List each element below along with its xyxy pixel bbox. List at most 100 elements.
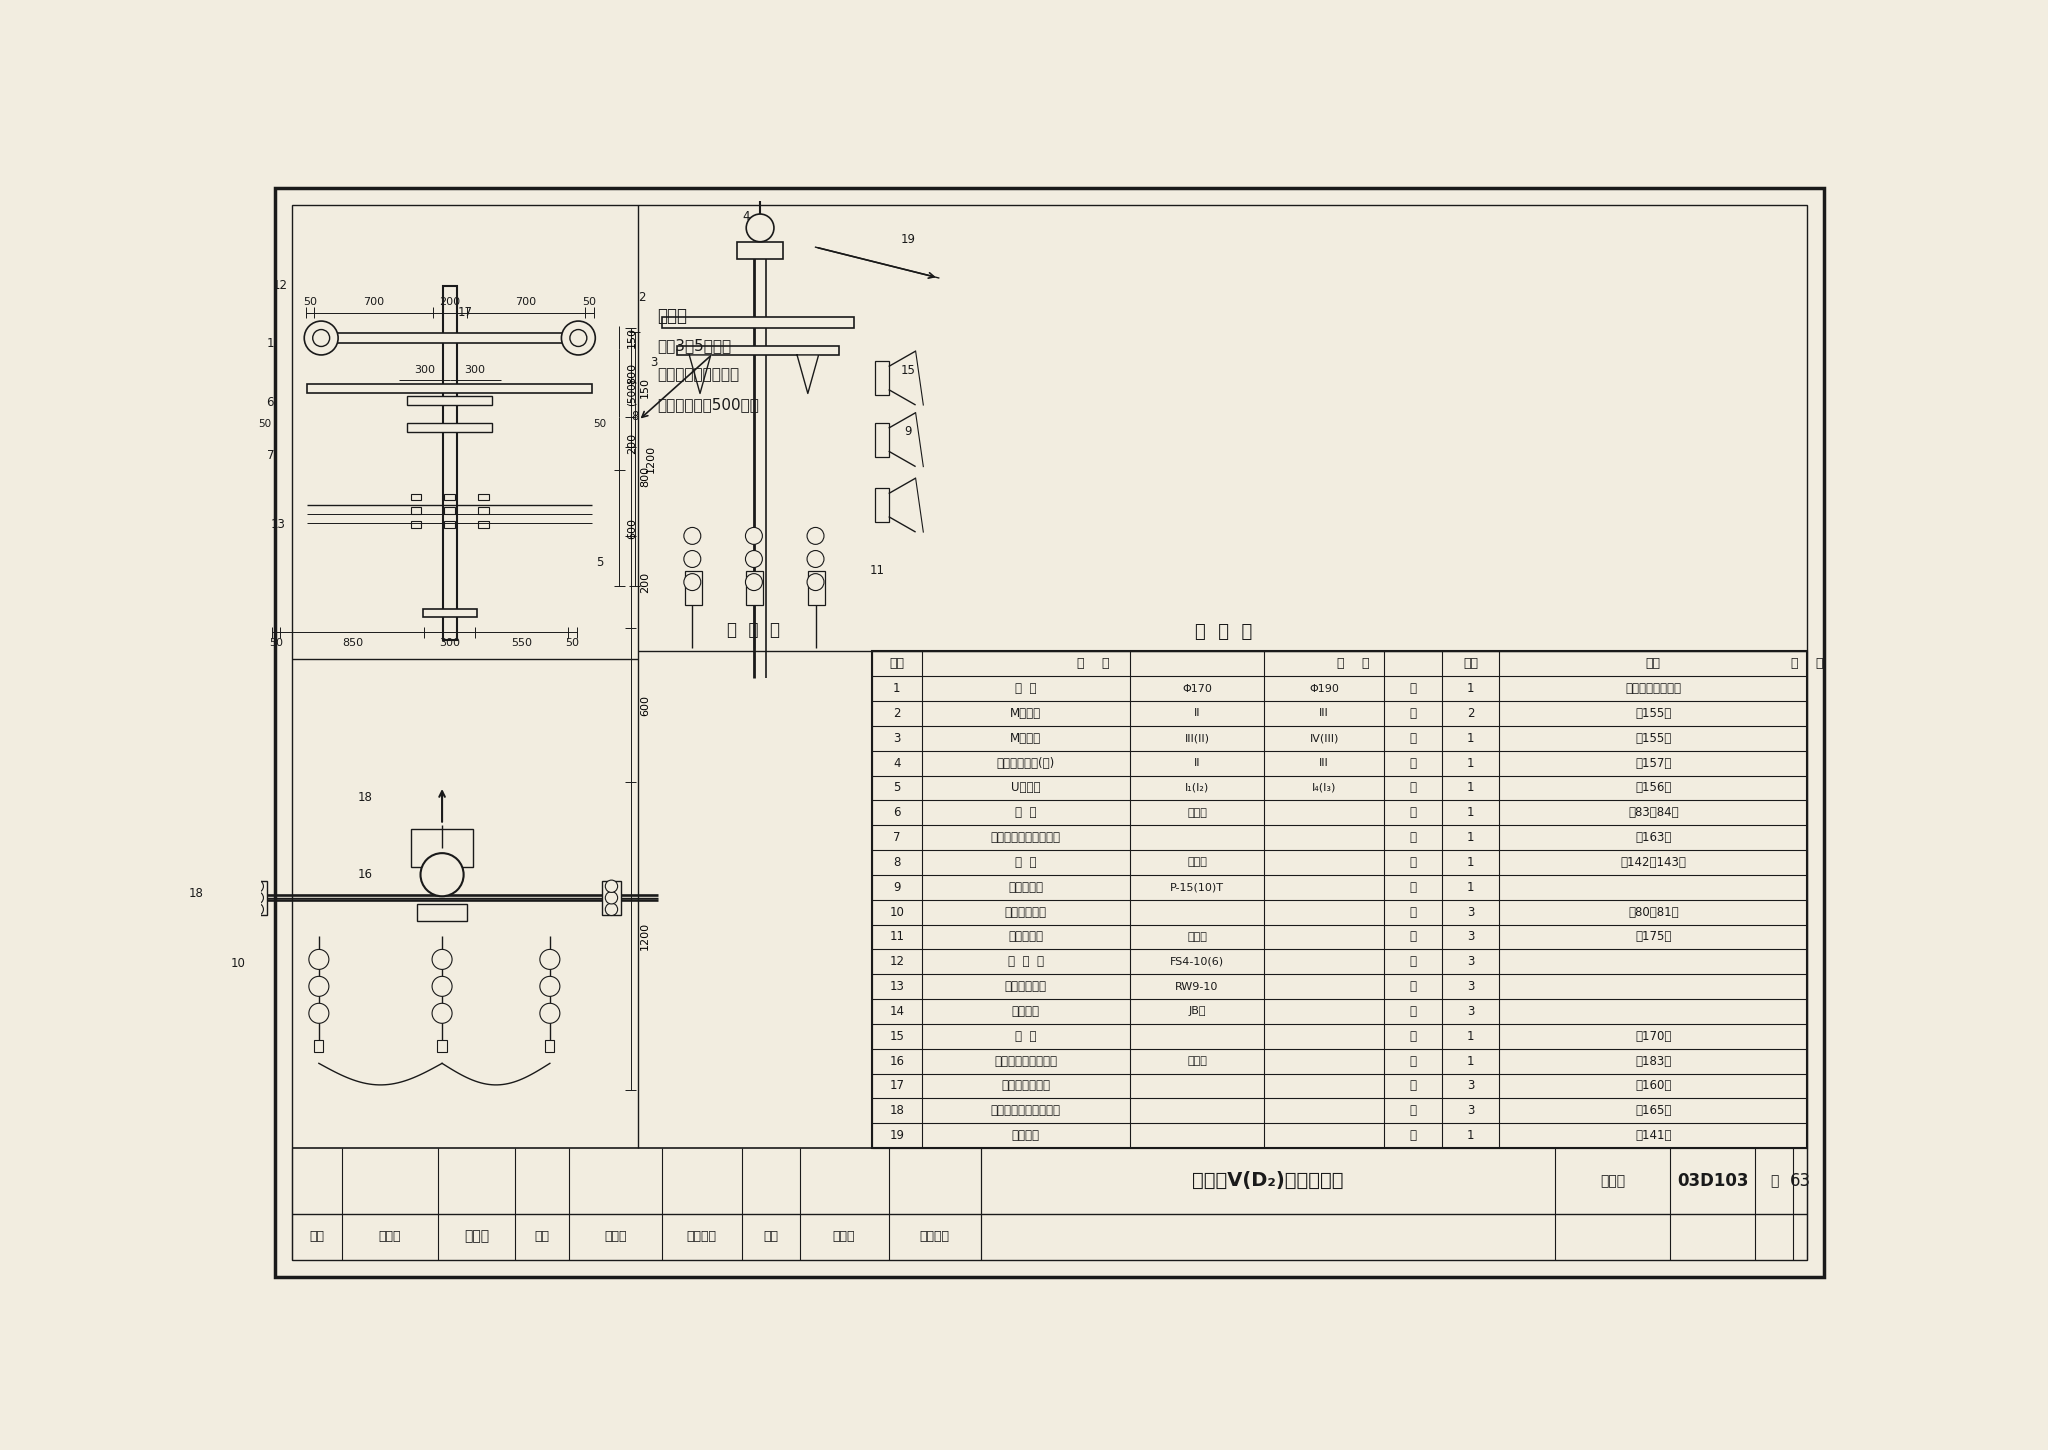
- Text: 魏广志: 魏广志: [834, 1230, 856, 1243]
- Text: 中的型号用于横担距: 中的型号用于横担距: [657, 367, 739, 383]
- Text: 跌开式熔断器: 跌开式熔断器: [1006, 980, 1047, 993]
- Text: 11: 11: [889, 931, 905, 944]
- Circle shape: [684, 574, 700, 590]
- Text: 组: 组: [1409, 856, 1415, 869]
- Bar: [410, 507, 422, 515]
- Text: 18: 18: [358, 792, 373, 805]
- Text: 避  雷  器: 避 雷 器: [1008, 956, 1044, 969]
- Polygon shape: [690, 355, 711, 393]
- Text: 附    注: 附 注: [1792, 657, 1823, 670]
- Bar: [408, 423, 492, 432]
- Circle shape: [807, 528, 823, 544]
- Text: 1200: 1200: [639, 922, 649, 950]
- Text: 耐张绝缘子串: 耐张绝缘子串: [1006, 906, 1047, 919]
- Text: 800: 800: [627, 362, 637, 384]
- Circle shape: [606, 892, 618, 903]
- Text: 14: 14: [889, 1005, 905, 1018]
- Text: 个: 个: [1409, 732, 1415, 745]
- Bar: [438, 1040, 446, 1051]
- Text: 图集号: 图集号: [1599, 1174, 1624, 1188]
- Circle shape: [309, 1003, 330, 1024]
- Bar: [874, 489, 889, 522]
- Bar: [313, 1040, 324, 1051]
- Text: 明  细  表: 明 细 表: [1194, 624, 1251, 641]
- Text: 11: 11: [870, 564, 885, 577]
- Text: 个: 个: [1409, 708, 1415, 721]
- Bar: [444, 507, 455, 515]
- Text: IV(III): IV(III): [1309, 734, 1339, 744]
- Text: 个: 个: [1409, 880, 1415, 893]
- Text: II: II: [1194, 709, 1200, 719]
- Circle shape: [541, 976, 559, 996]
- Bar: [684, 570, 702, 605]
- Text: 1: 1: [1466, 682, 1475, 695]
- Circle shape: [313, 329, 330, 347]
- Bar: [602, 880, 621, 915]
- Text: 见附表: 见附表: [1188, 808, 1206, 818]
- Bar: [745, 570, 764, 605]
- Text: (500): (500): [627, 378, 637, 406]
- Text: 校对: 校对: [535, 1230, 549, 1243]
- Text: 见80、81页: 见80、81页: [1628, 906, 1679, 919]
- Text: 5: 5: [893, 782, 901, 795]
- Bar: [662, 318, 854, 328]
- Text: 见附表: 见附表: [1188, 932, 1206, 942]
- Text: U形抱箍: U形抱箍: [1012, 782, 1040, 795]
- Bar: [410, 493, 422, 500]
- Bar: [410, 521, 422, 528]
- Text: 拉  线: 拉 线: [1016, 856, 1036, 869]
- Bar: [874, 423, 889, 457]
- Text: 1: 1: [1466, 1130, 1475, 1143]
- Text: 15: 15: [889, 1030, 905, 1043]
- Text: 见163页: 见163页: [1634, 831, 1671, 844]
- Text: 3: 3: [893, 732, 901, 745]
- Text: Φ170: Φ170: [1182, 683, 1212, 693]
- Text: 根: 根: [1409, 831, 1415, 844]
- Text: 2: 2: [639, 290, 645, 303]
- Text: 8: 8: [631, 410, 639, 423]
- Text: 块: 块: [1409, 1030, 1415, 1043]
- Text: 见170页: 见170页: [1634, 1030, 1671, 1043]
- Text: 规    格: 规 格: [1337, 657, 1370, 670]
- Text: 庆楼乃: 庆楼乃: [465, 1230, 489, 1244]
- Circle shape: [569, 329, 588, 347]
- Circle shape: [252, 880, 264, 892]
- Text: 并沟线夹: 并沟线夹: [1012, 1005, 1040, 1018]
- Text: 1200: 1200: [645, 445, 655, 473]
- Text: 见83、84页: 见83、84页: [1628, 806, 1679, 819]
- Circle shape: [309, 950, 330, 970]
- Text: 12: 12: [889, 956, 905, 969]
- Text: 1: 1: [1466, 732, 1475, 745]
- Text: 300: 300: [414, 365, 434, 376]
- Text: 避雷器固定支架: 避雷器固定支架: [1001, 1079, 1051, 1092]
- Text: 套: 套: [1409, 1130, 1415, 1143]
- Text: 150: 150: [639, 377, 649, 399]
- Bar: [872, 651, 1806, 1148]
- Bar: [418, 835, 467, 851]
- Text: 数量: 数量: [1647, 657, 1661, 670]
- Bar: [874, 361, 889, 394]
- Text: 200: 200: [438, 297, 461, 307]
- Text: 19: 19: [901, 233, 915, 247]
- Text: III: III: [1319, 758, 1329, 768]
- Text: 针式绝缘子: 针式绝缘子: [1008, 880, 1042, 893]
- Text: 3: 3: [1466, 956, 1475, 969]
- Text: I₄(I₃): I₄(I₃): [1313, 783, 1335, 793]
- Text: 杆顶支座抱箍(一): 杆顶支座抱箍(一): [997, 757, 1055, 770]
- Text: 2: 2: [1466, 708, 1475, 721]
- Text: 150: 150: [627, 326, 637, 348]
- Text: 见165页: 见165页: [1634, 1105, 1671, 1118]
- Text: 50: 50: [582, 297, 596, 307]
- Bar: [418, 903, 467, 921]
- Text: 3: 3: [1466, 1079, 1475, 1092]
- Circle shape: [541, 1003, 559, 1024]
- Circle shape: [684, 528, 700, 544]
- Circle shape: [745, 574, 762, 590]
- Circle shape: [541, 950, 559, 970]
- Text: 15: 15: [901, 364, 915, 377]
- Text: 个: 个: [1409, 1005, 1415, 1018]
- Text: 终端杆V(D₂)杆顶安装图: 终端杆V(D₂)杆顶安装图: [1192, 1172, 1343, 1190]
- Text: 接地装置: 接地装置: [1012, 1130, 1040, 1143]
- Text: FS4-10(6): FS4-10(6): [1169, 957, 1225, 967]
- Bar: [444, 521, 455, 528]
